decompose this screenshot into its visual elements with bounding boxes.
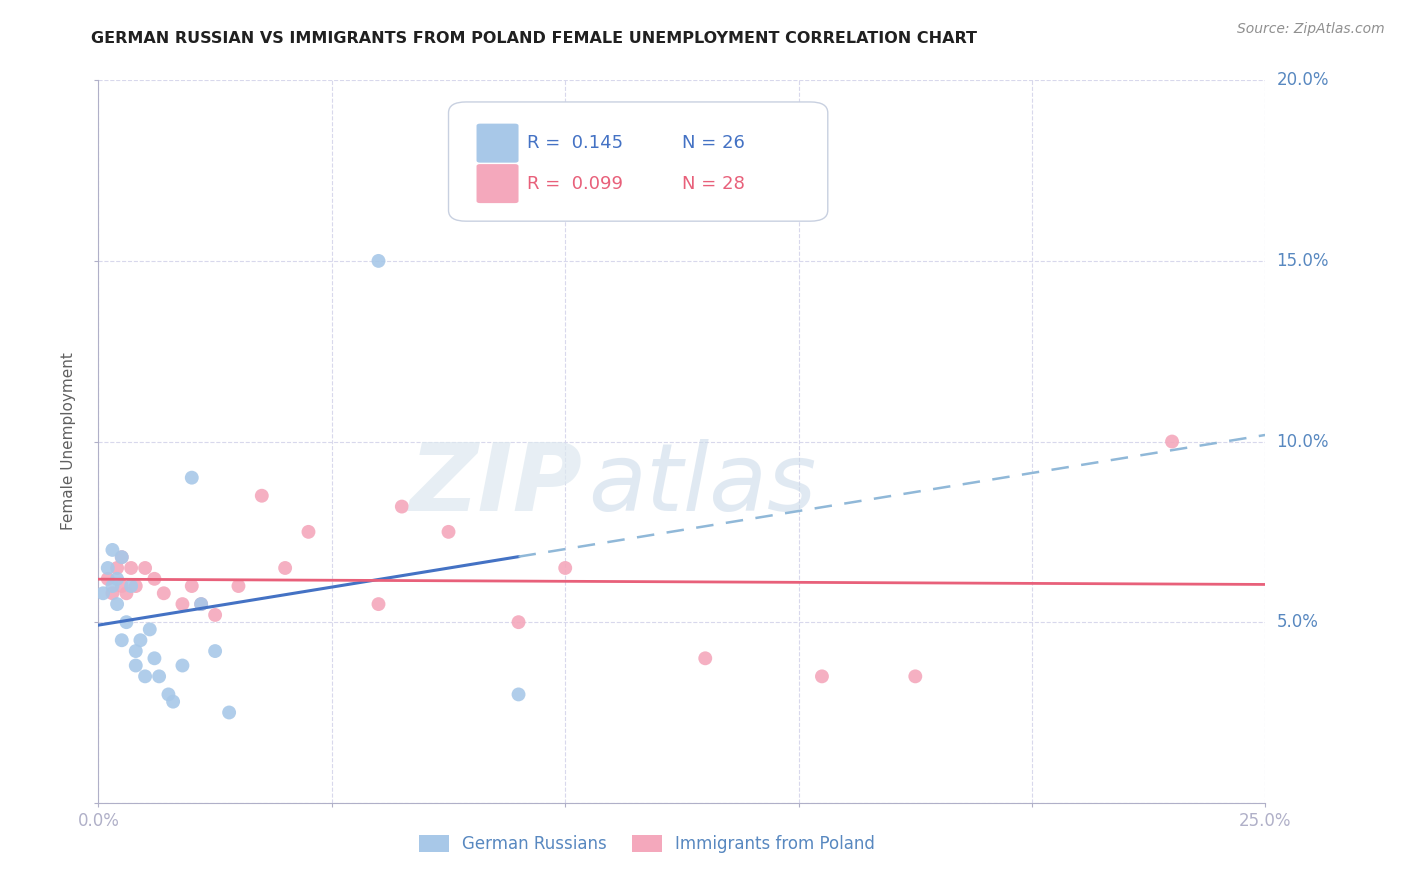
Point [162, 695, 184, 709]
Point [134, 561, 156, 575]
Text: R =  0.145: R = 0.145 [527, 134, 623, 153]
Point [297, 524, 319, 539]
Point [97, 561, 120, 575]
Point [105, 572, 128, 586]
Point [115, 586, 138, 600]
Legend: German Russians, Immigrants from Poland: German Russians, Immigrants from Poland [412, 828, 882, 860]
Point [218, 706, 240, 720]
Y-axis label: Female Unemployment: Female Unemployment [60, 352, 76, 531]
Point [105, 597, 128, 611]
Point [204, 644, 226, 658]
Point [148, 669, 170, 683]
Point [101, 579, 124, 593]
Point [157, 687, 180, 701]
Point [190, 597, 212, 611]
Point [111, 633, 134, 648]
Point [180, 579, 202, 593]
Text: Source: ZipAtlas.com: Source: ZipAtlas.com [1237, 22, 1385, 37]
Point [391, 500, 413, 514]
Point [143, 572, 166, 586]
Point [228, 579, 250, 593]
Point [125, 644, 148, 658]
FancyBboxPatch shape [477, 124, 519, 162]
Point [101, 542, 124, 557]
Point [105, 561, 128, 575]
Text: atlas: atlas [589, 440, 817, 531]
Point [367, 597, 389, 611]
Text: ZIP: ZIP [409, 439, 582, 531]
Point [152, 586, 174, 600]
Point [274, 561, 297, 575]
Point [190, 597, 212, 611]
Point [172, 658, 194, 673]
FancyBboxPatch shape [449, 102, 828, 221]
Point [811, 669, 834, 683]
Text: 20.0%: 20.0% [1277, 71, 1329, 89]
Point [172, 597, 194, 611]
Point [111, 579, 134, 593]
Point [143, 651, 166, 665]
Point [508, 615, 530, 630]
Point [97, 572, 120, 586]
Text: N = 26: N = 26 [682, 134, 745, 153]
Text: R =  0.099: R = 0.099 [527, 175, 623, 193]
Point [101, 586, 124, 600]
Text: 15.0%: 15.0% [1277, 252, 1329, 270]
Point [180, 471, 202, 485]
Point [115, 615, 138, 630]
Point [367, 254, 389, 268]
Point [125, 579, 148, 593]
Text: GERMAN RUSSIAN VS IMMIGRANTS FROM POLAND FEMALE UNEMPLOYMENT CORRELATION CHART: GERMAN RUSSIAN VS IMMIGRANTS FROM POLAND… [91, 31, 977, 46]
Point [904, 669, 927, 683]
Point [120, 579, 142, 593]
Text: N = 28: N = 28 [682, 175, 745, 193]
Text: 5.0%: 5.0% [1277, 613, 1319, 632]
FancyBboxPatch shape [477, 164, 519, 203]
Point [250, 489, 273, 503]
Point [134, 669, 156, 683]
Point [695, 651, 717, 665]
Point [111, 550, 134, 565]
Point [129, 633, 152, 648]
Point [139, 623, 162, 637]
Point [111, 550, 134, 565]
Point [125, 658, 148, 673]
Point [1161, 434, 1184, 449]
Text: 10.0%: 10.0% [1277, 433, 1329, 450]
Point [204, 607, 226, 622]
Point [508, 687, 530, 701]
Point [91, 586, 114, 600]
Point [437, 524, 460, 539]
Point [120, 561, 142, 575]
Point [554, 561, 576, 575]
